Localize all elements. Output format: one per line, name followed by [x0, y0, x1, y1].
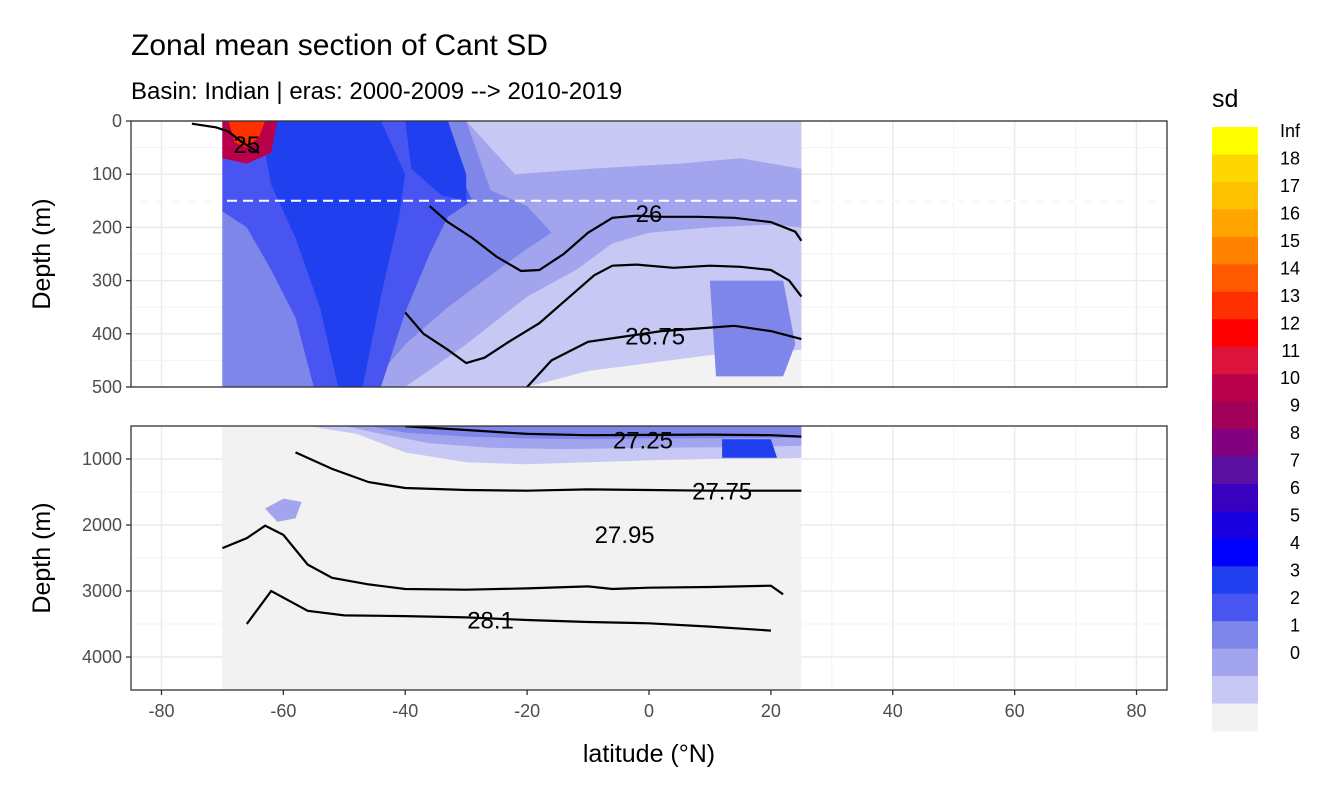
y-tick-label: 2000 [82, 515, 122, 535]
legend-label: 17 [1280, 176, 1300, 196]
contour-label: 27.75 [692, 478, 752, 505]
x-tick-label: 20 [761, 701, 781, 721]
legend-color-step [1212, 154, 1258, 183]
contour-label: 27.95 [595, 522, 655, 549]
chart-subtitle: Basin: Indian | eras: 2000-2009 --> 2010… [131, 78, 622, 105]
legend-label: 0 [1290, 643, 1300, 663]
y-tick-label: 300 [92, 271, 122, 291]
contour-line-27.25 [405, 426, 802, 438]
legend-color-step [1212, 429, 1258, 457]
contour-line-27.95 [221, 524, 784, 596]
x-axis: -80 -60 -40 -20 0 20 40 60 80 [148, 690, 1147, 721]
y-tick-label: 500 [92, 377, 122, 397]
x-tick-label: -20 [514, 701, 540, 721]
x-tick-label: -80 [148, 701, 174, 721]
legend-color-step [1212, 401, 1258, 430]
legend-label: 11 [1281, 341, 1300, 361]
y-tick-label: 200 [92, 217, 122, 237]
legend-label: 1 [1290, 615, 1300, 635]
sd-fill-region [265, 498, 302, 522]
x-tick-label: 0 [644, 701, 654, 721]
legend-label: 5 [1290, 505, 1300, 525]
legend-color-step [1212, 456, 1258, 485]
legend-label: 7 [1290, 451, 1300, 471]
chart-title: Zonal mean section of Cant SD [131, 29, 548, 62]
legend-color-step [1212, 676, 1258, 705]
legend-color-step [1212, 593, 1258, 622]
legend-color-step [1212, 264, 1258, 293]
legend-label: 6 [1290, 478, 1300, 498]
legend-color-step [1212, 538, 1258, 567]
contour-label: 26.75 [625, 323, 685, 350]
legend-color-step [1212, 236, 1258, 265]
x-axis-title: latitude (°N) [583, 740, 715, 768]
contour-label: 28.1 [467, 608, 514, 635]
legend-color-step [1212, 127, 1258, 155]
x-tick-label: 80 [1127, 701, 1147, 721]
legend-color-step [1212, 319, 1258, 348]
legend-color-step [1212, 483, 1258, 512]
sd-field-background [222, 426, 802, 690]
y-tick-label: 100 [92, 164, 122, 184]
sd-fill-region [228, 121, 266, 148]
legend-label: 3 [1290, 560, 1300, 580]
contour-label: 27.25 [613, 428, 673, 455]
contour-line-27.0 [526, 324, 802, 387]
legend-label: 4 [1290, 533, 1300, 553]
legend-label: 12 [1280, 313, 1300, 333]
legend-label: 14 [1280, 258, 1300, 278]
legend-color-step [1212, 566, 1258, 595]
contour-line-26 [428, 205, 803, 273]
y-tick-label: 3000 [82, 581, 122, 601]
legend-label: 8 [1290, 423, 1300, 443]
legend-color-step [1212, 346, 1258, 375]
contour-label: 25 [233, 132, 260, 159]
y-tick-label: 4000 [82, 647, 122, 667]
y-axis-title-lower: Depth (m) [28, 502, 56, 613]
sd-fill-region [722, 439, 777, 458]
panel-lower: 27.25 27.75 27.95 28.1 1000 2000 3000 4000 [82, 425, 1168, 691]
y-tick-label: 400 [92, 324, 122, 344]
x-tick-label: 40 [883, 701, 903, 721]
contour-line-25 [191, 122, 260, 154]
sd-fill-region [405, 121, 467, 201]
contour-line-26.75 [404, 263, 803, 365]
x-tick-label: -40 [392, 701, 418, 721]
panel-upper: 25 26 26.75 0 100 200 300 400 500 [92, 111, 1168, 397]
legend-label: 2 [1290, 588, 1300, 608]
x-tick-label: -60 [270, 701, 296, 721]
y-axis-title-upper: Depth (m) [28, 198, 56, 309]
legend-title: sd [1212, 85, 1238, 113]
legend-label: 9 [1290, 396, 1300, 416]
contour-line-28.1 [245, 589, 771, 632]
legend-label: 18 [1280, 149, 1300, 169]
legend-color-step [1212, 621, 1258, 650]
legend-label: 15 [1280, 231, 1300, 251]
legend-label: 16 [1280, 203, 1300, 223]
legend-color-step [1212, 648, 1258, 677]
legend-color-step [1212, 209, 1258, 238]
legend-label: Inf [1280, 121, 1301, 141]
contour-line-27.75 [295, 451, 802, 492]
legend-label: 10 [1280, 368, 1300, 388]
y-tick-label: 0 [112, 111, 122, 131]
contour-label: 26 [636, 201, 663, 228]
sd-fill-region [368, 426, 802, 440]
legend-color-step [1212, 511, 1258, 540]
legend-color-step [1212, 181, 1258, 210]
x-tick-label: 60 [1005, 701, 1025, 721]
legend-color-step [1212, 703, 1258, 732]
legend-label: 13 [1280, 286, 1300, 306]
legend-color-step [1212, 374, 1258, 403]
legend-color-step [1212, 291, 1258, 320]
y-tick-label: 1000 [82, 449, 122, 469]
sd-fill-region [259, 121, 406, 387]
panel-border [130, 120, 1168, 388]
